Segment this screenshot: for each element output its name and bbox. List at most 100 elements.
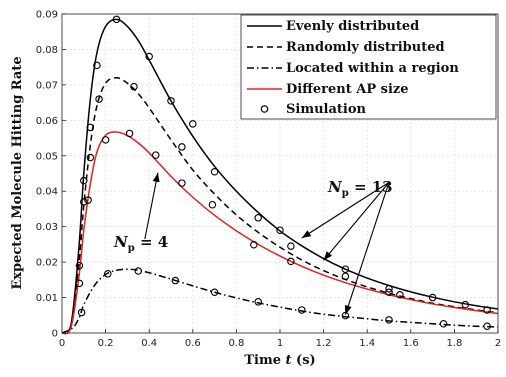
simulation-point [178, 179, 186, 187]
simulation-point [189, 120, 197, 128]
simulation-point [75, 261, 84, 270]
simulation-point [77, 308, 86, 317]
simulation-point [385, 284, 393, 293]
x-tick-label: 1.4 [359, 338, 375, 349]
x-tick-label: 1.8 [446, 338, 462, 349]
annotation-np-13: Np = 13 [327, 178, 393, 199]
series-line-2 [61, 268, 499, 334]
arrow-np-13-c-shaft [344, 182, 390, 315]
y-axis-title: Expected Molecule Hitting Rate [10, 56, 25, 289]
simulation-point [80, 198, 88, 206]
y-axis-ticks: 0 0.01 0.02 0.03 0.04 0.05 0.06 0.07 0.08 0.09 [36, 10, 66, 340]
simulation-point [461, 300, 470, 309]
x-tick: 1.4 [359, 329, 375, 349]
x-tick: 0.2 [98, 329, 114, 349]
y-tick-label: 0.09 [36, 10, 58, 21]
y-tick-label: 0 [52, 329, 58, 340]
y-tick: 0.02 [36, 258, 66, 269]
simulation-point [86, 123, 95, 132]
simulation-point [167, 97, 175, 105]
simulation-point [112, 15, 121, 24]
arrow-np-13-a [301, 181, 390, 239]
x-tick: 1.6 [403, 329, 419, 349]
arrow-np-13-a-shaft [301, 181, 390, 239]
arrow-np-13-c [344, 182, 390, 315]
arrow-np-13-b-shaft [323, 182, 390, 261]
x-tick-label: 0 [59, 338, 65, 349]
legend-label-randomly: Randomly distributed [286, 40, 445, 55]
x-tick-label: 2 [495, 338, 501, 349]
simulation-point [208, 200, 217, 209]
simulation-point [483, 306, 491, 314]
series-line-0 [61, 18, 499, 335]
y-tick: 0.03 [36, 222, 66, 233]
y-tick-label: 0.08 [36, 45, 58, 56]
x-tick-label: 1.2 [316, 338, 332, 349]
simulation-point [125, 129, 134, 138]
x-tick: 0.8 [228, 329, 244, 349]
simulation-point [276, 226, 284, 234]
legend-swatch-simulation [260, 105, 269, 113]
simulation-point [287, 257, 295, 266]
legend-box [240, 14, 497, 120]
annotation-arrows [144, 172, 390, 315]
simulation-point [101, 136, 110, 144]
simulation-point [171, 276, 180, 285]
arrow-np-4-head [152, 172, 160, 183]
series-line-1 [61, 77, 499, 335]
x-tick: 1.8 [446, 329, 462, 349]
x-tick: 0.4 [141, 329, 157, 349]
arrow-np-13-b [323, 182, 390, 261]
x-axis-ticks: 0 0.2 0.4 0.6 0.8 1 1.2 1.4 1.6 1.8 2 [59, 329, 501, 349]
y-tick-label: 0.03 [36, 222, 58, 233]
legend: Evenly distributed Randomly distributed … [240, 14, 497, 120]
simulation-point [86, 153, 95, 162]
x-tick: 0.6 [185, 329, 201, 349]
y-tick: 0.07 [36, 80, 66, 91]
y-tick: 0.08 [36, 45, 66, 56]
simulation-point [130, 82, 138, 91]
legend-label-region: Located within a region [286, 61, 459, 76]
y-tick-label: 0.04 [36, 187, 58, 198]
y-tick-label: 0.01 [36, 293, 58, 304]
x-tick: 1.2 [316, 329, 332, 349]
simulation-point [95, 95, 103, 103]
simulation-point [439, 320, 448, 328]
simulation-point [134, 267, 143, 275]
simulation-point [396, 290, 404, 299]
x-tick-label: 0.4 [141, 338, 157, 349]
y-tick: 0.09 [36, 10, 66, 21]
simulation-point [145, 52, 153, 61]
arrow-np-4 [144, 172, 160, 240]
annotation-np-4-sub: p [128, 243, 135, 254]
annotation-np-4-base: N [113, 233, 129, 251]
x-tick-label: 1.6 [403, 338, 419, 349]
simulation-point [298, 306, 306, 314]
simulation-point [75, 279, 84, 288]
x-tick-label: 0.8 [228, 338, 244, 349]
x-tick-label: 0.2 [98, 338, 114, 349]
arrow-np-13-b-head [323, 251, 333, 261]
series-line-3 [61, 131, 499, 335]
annotation-np-13-base: N [327, 178, 343, 196]
simulation-point [210, 288, 219, 296]
simulation-point [341, 265, 350, 273]
y-tick: 0 [52, 329, 66, 340]
simulation-point [254, 214, 262, 222]
simulation-point [428, 293, 437, 302]
arrow-np-13-a-head [301, 230, 312, 239]
simulation-point [80, 176, 88, 185]
y-tick: 0.01 [36, 293, 66, 304]
y-tick-label: 0.05 [36, 151, 58, 162]
annotation-np-4-value: = 4 [135, 233, 168, 251]
y-tick: 0.06 [36, 116, 66, 127]
legend-label-simulation: Simulation [286, 102, 367, 117]
simulation-point [210, 167, 219, 176]
annotation-np-4: Np = 4 [113, 233, 168, 254]
arrow-np-13-c-head [344, 304, 352, 315]
y-tick-label: 0.02 [36, 258, 58, 269]
simulation-point [287, 242, 295, 250]
simulation-point [104, 270, 112, 278]
legend-label-evenly: Evenly distributed [286, 19, 419, 34]
